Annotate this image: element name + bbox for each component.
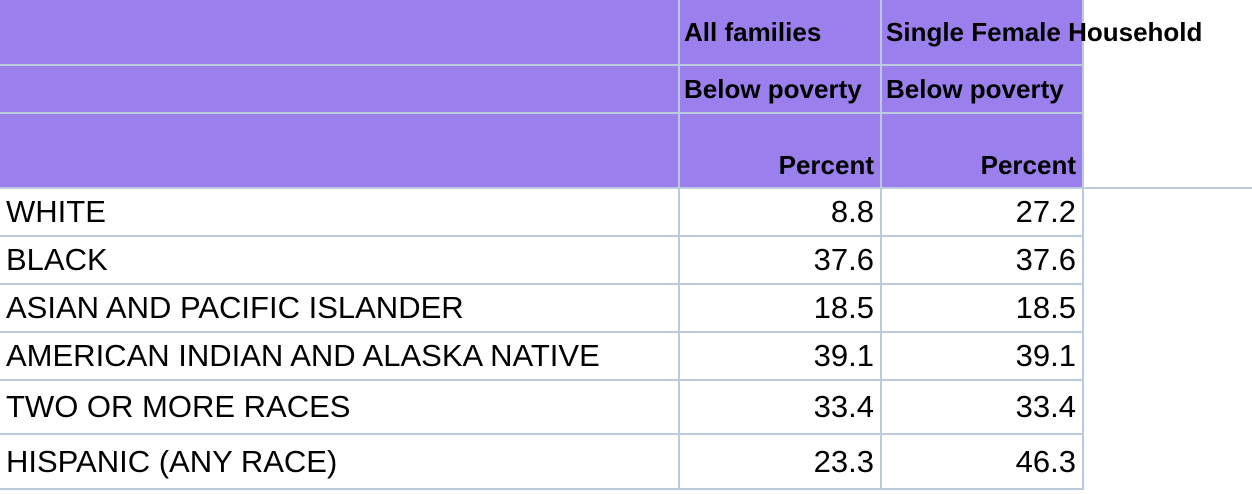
header-cell: Percent: [882, 114, 1084, 189]
cell-text: Below poverty: [886, 73, 1064, 104]
cell-text: 37.6: [813, 242, 874, 277]
cell-text: 18.5: [1015, 290, 1076, 325]
header-cell: [0, 66, 680, 114]
value-cell: 8.8: [680, 189, 882, 237]
cell-text: Percent: [778, 150, 874, 180]
header-cell: Single Female Household: [882, 0, 1202, 66]
cell-text: Below poverty: [684, 73, 862, 104]
cell-text: 46.3: [1015, 443, 1076, 479]
row-label: BLACK: [0, 237, 680, 285]
value-cell: 37.6: [882, 237, 1084, 285]
cell-text: 23.3: [813, 443, 874, 479]
cell-text: 39.1: [813, 338, 874, 373]
cell-text: BLACK: [6, 242, 108, 277]
value-cell: 46.3: [882, 435, 1084, 490]
header-cell: Percent: [680, 114, 882, 189]
header-cell: All families: [680, 0, 882, 66]
header-cell: Below poverty: [680, 66, 882, 114]
row-label: ASIAN AND PACIFIC ISLANDER: [0, 285, 680, 333]
cell-text: Percent: [980, 150, 1076, 180]
value-cell: 39.1: [680, 333, 882, 381]
cell-text: ASIAN AND PACIFIC ISLANDER: [6, 290, 464, 325]
cell-text: 33.4: [1015, 389, 1076, 424]
value-cell: 39.1: [882, 333, 1084, 381]
header-cell: Below poverty: [882, 66, 1084, 114]
header-cell: [0, 114, 680, 189]
cell-text: All families: [684, 16, 822, 47]
cell-text: HISPANIC (ANY RACE): [6, 443, 338, 479]
row-label: AMERICAN INDIAN AND ALASKA NATIVE: [0, 333, 680, 381]
cell-text: TWO OR MORE RACES: [6, 389, 351, 424]
value-cell: 33.4: [882, 381, 1084, 435]
cell-text: 33.4: [813, 389, 874, 424]
cell-text: WHITE: [6, 194, 106, 229]
cell-text: 37.6: [1015, 242, 1076, 277]
value-cell: 27.2: [882, 189, 1084, 237]
cell-text: 39.1: [1015, 338, 1076, 373]
value-cell: 37.6: [680, 237, 882, 285]
value-cell: 23.3: [680, 435, 882, 490]
cell-text: 8.8: [830, 194, 874, 229]
value-cell: 33.4: [680, 381, 882, 435]
cell-text: 18.5: [813, 290, 874, 325]
header-cell: [0, 0, 680, 66]
cell-text: 27.2: [1015, 194, 1076, 229]
grid-line: [1084, 187, 1252, 189]
row-label: WHITE: [0, 189, 680, 237]
value-cell: 18.5: [680, 285, 882, 333]
value-cell: 18.5: [882, 285, 1084, 333]
row-label: TWO OR MORE RACES: [0, 381, 680, 435]
row-label: HISPANIC (ANY RACE): [0, 435, 680, 490]
cell-text: AMERICAN INDIAN AND ALASKA NATIVE: [6, 338, 600, 373]
cell-text: Single Female Household: [886, 16, 1203, 47]
